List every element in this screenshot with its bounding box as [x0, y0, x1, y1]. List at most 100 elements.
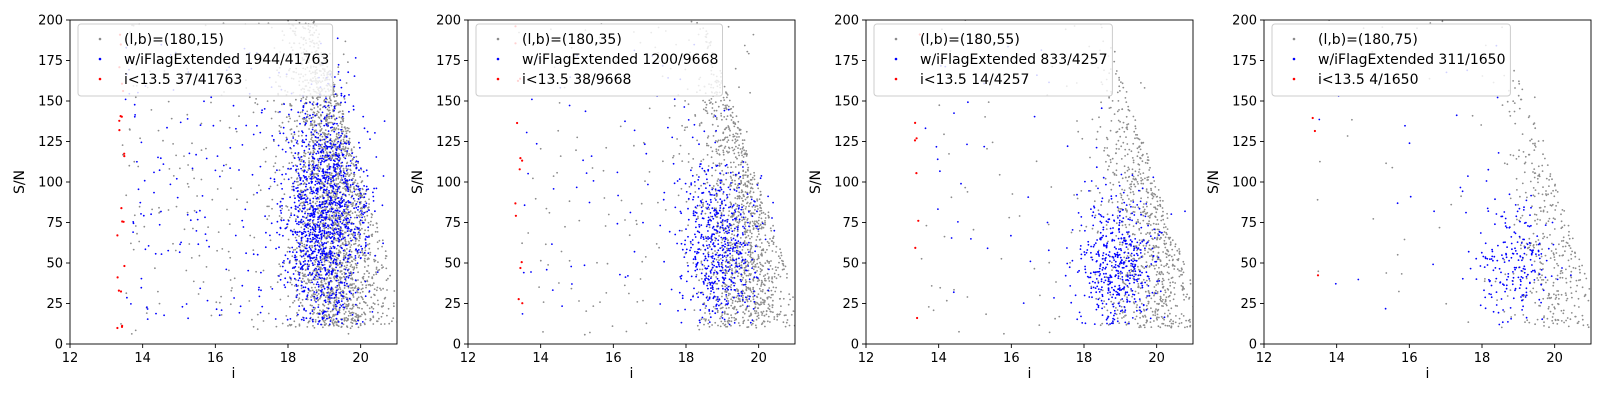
point-extended — [325, 213, 328, 216]
point-all — [364, 246, 366, 249]
point-all — [775, 286, 777, 289]
point-extended — [368, 290, 371, 292]
point-extended — [300, 236, 303, 239]
point-extended — [319, 270, 322, 273]
point-all — [292, 301, 294, 304]
point-all — [331, 140, 334, 143]
point-extended — [332, 155, 334, 157]
point-extended — [302, 220, 305, 223]
point-all — [351, 266, 354, 269]
point-all — [380, 264, 383, 266]
x-tick-label: 18 — [280, 351, 297, 366]
point-all — [300, 287, 303, 290]
point-extended — [319, 289, 322, 292]
point-extended — [339, 292, 342, 294]
point-extended — [321, 216, 323, 219]
point-all — [335, 223, 338, 226]
point-all — [384, 250, 387, 253]
point-extended — [349, 160, 352, 162]
point-all — [143, 225, 146, 228]
point-all — [304, 3, 306, 5]
point-extended — [312, 278, 315, 281]
point-extended — [292, 165, 295, 167]
point-extended — [347, 227, 350, 230]
point-all — [307, 169, 310, 171]
point-all — [371, 284, 374, 286]
point-all — [302, 120, 305, 123]
point-extended — [329, 139, 332, 141]
point-extended — [293, 144, 295, 147]
point-extended — [318, 182, 321, 185]
point-extended — [327, 179, 329, 182]
point-all — [328, 117, 330, 120]
point-extended — [314, 114, 317, 117]
point-all — [300, 251, 302, 254]
point-extended — [312, 145, 315, 148]
point-all — [701, 268, 704, 271]
point-all — [742, 218, 745, 221]
x-tick-label: 16 — [207, 351, 224, 366]
point-all — [299, 208, 301, 211]
point-all — [266, 205, 269, 208]
point-extended — [307, 223, 310, 226]
point-all — [353, 287, 356, 289]
point-extended — [201, 195, 204, 197]
point-all — [358, 235, 361, 238]
point-extended — [219, 175, 221, 178]
point-all — [255, 98, 257, 100]
point-all — [281, 207, 283, 210]
point-all — [363, 311, 365, 314]
point-all — [287, 246, 290, 249]
point-extended — [330, 207, 333, 210]
point-all — [784, 325, 787, 328]
point-all — [757, 312, 760, 314]
point-all — [279, 265, 282, 268]
point-extended — [329, 145, 332, 148]
point-extended — [321, 250, 323, 253]
point-all — [338, 148, 341, 151]
point-all — [231, 287, 233, 289]
point-all — [686, 261, 689, 264]
point-all — [289, 117, 291, 120]
point-extended — [302, 317, 305, 319]
point-all — [348, 153, 351, 155]
point-extended — [300, 284, 303, 287]
point-extended — [235, 127, 237, 130]
point-all — [130, 333, 133, 335]
point-extended — [306, 197, 309, 200]
point-all — [291, 185, 294, 188]
point-extended — [302, 105, 305, 107]
point-extended — [339, 170, 342, 173]
point-extended — [297, 313, 299, 316]
point-all — [326, 241, 329, 244]
point-all — [716, 180, 719, 182]
point-all — [381, 312, 384, 315]
point-extended — [296, 165, 298, 168]
point-extended — [328, 323, 331, 326]
point-extended — [312, 238, 315, 241]
point-extended — [309, 231, 312, 234]
point-all — [312, 160, 315, 163]
point-extended — [327, 210, 330, 212]
point-all — [320, 274, 323, 276]
point-all — [302, 96, 305, 99]
point-extended — [335, 266, 337, 269]
point-extended — [330, 223, 333, 226]
point-all — [311, 246, 314, 249]
point-all — [677, 194, 680, 197]
point-all — [722, 131, 725, 134]
point-all — [363, 266, 366, 268]
point-extended — [309, 317, 312, 320]
point-all — [295, 170, 298, 173]
point-all — [805, 315, 807, 317]
point-extended — [342, 237, 345, 240]
point-all — [322, 183, 325, 185]
point-all — [372, 302, 375, 304]
point-all — [343, 268, 345, 270]
point-extended — [284, 277, 287, 280]
point-extended — [323, 124, 326, 127]
point-extended — [312, 213, 314, 216]
point-extended — [279, 206, 281, 208]
point-all — [294, 138, 297, 141]
point-all — [278, 124, 281, 127]
